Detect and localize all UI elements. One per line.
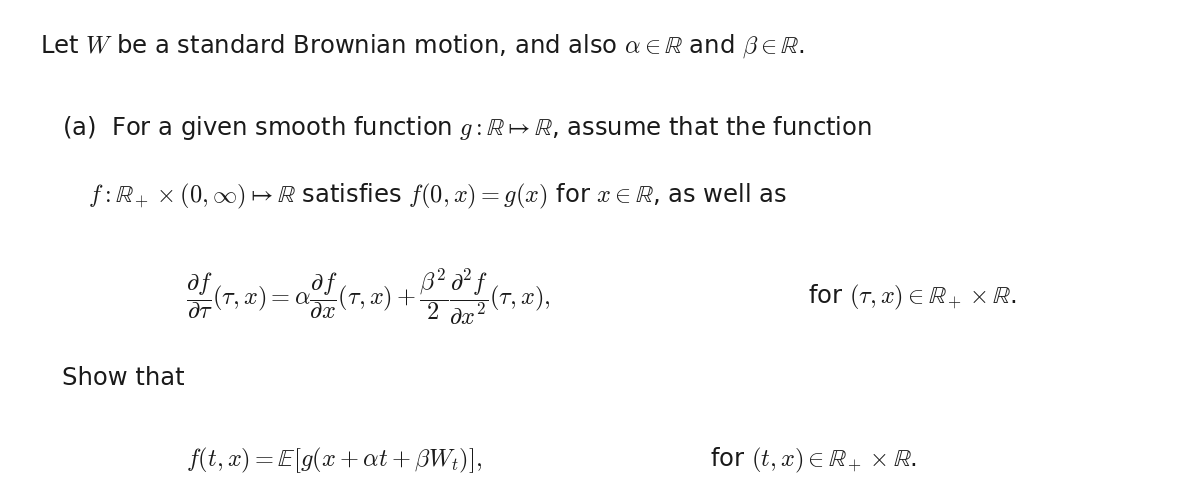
Text: $\dfrac{\partial f}{\partial \tau}(\tau, x) = \alpha\dfrac{\partial f}{\partial : $\dfrac{\partial f}{\partial \tau}(\tau,… [186, 267, 551, 327]
Text: Show that: Show that [62, 365, 185, 389]
Text: for $(t, x) \in \mathbb{R}_+ \times \mathbb{R}$.: for $(t, x) \in \mathbb{R}_+ \times \mat… [710, 445, 917, 474]
Text: (a)  For a given smooth function $g : \mathbb{R} \mapsto \mathbb{R}$, assume tha: (a) For a given smooth function $g : \ma… [62, 114, 872, 142]
Text: $f(t, x) = \mathbb{E}\left[g(x + \alpha t + \beta W_t)\right],$: $f(t, x) = \mathbb{E}\left[g(x + \alpha … [186, 444, 482, 474]
Text: for $(\tau, x) \in \mathbb{R}_+ \times \mathbb{R}$.: for $(\tau, x) \in \mathbb{R}_+ \times \… [808, 282, 1016, 311]
Text: Let $W$ be a standard Brownian motion, and also $\alpha \in \mathbb{R}$ and $\be: Let $W$ be a standard Brownian motion, a… [40, 32, 804, 60]
Text: $f : \mathbb{R}_+ \times (0, \infty) \mapsto \mathbb{R}$ satisfies $f(0, x) = g(: $f : \mathbb{R}_+ \times (0, \infty) \ma… [88, 182, 786, 211]
